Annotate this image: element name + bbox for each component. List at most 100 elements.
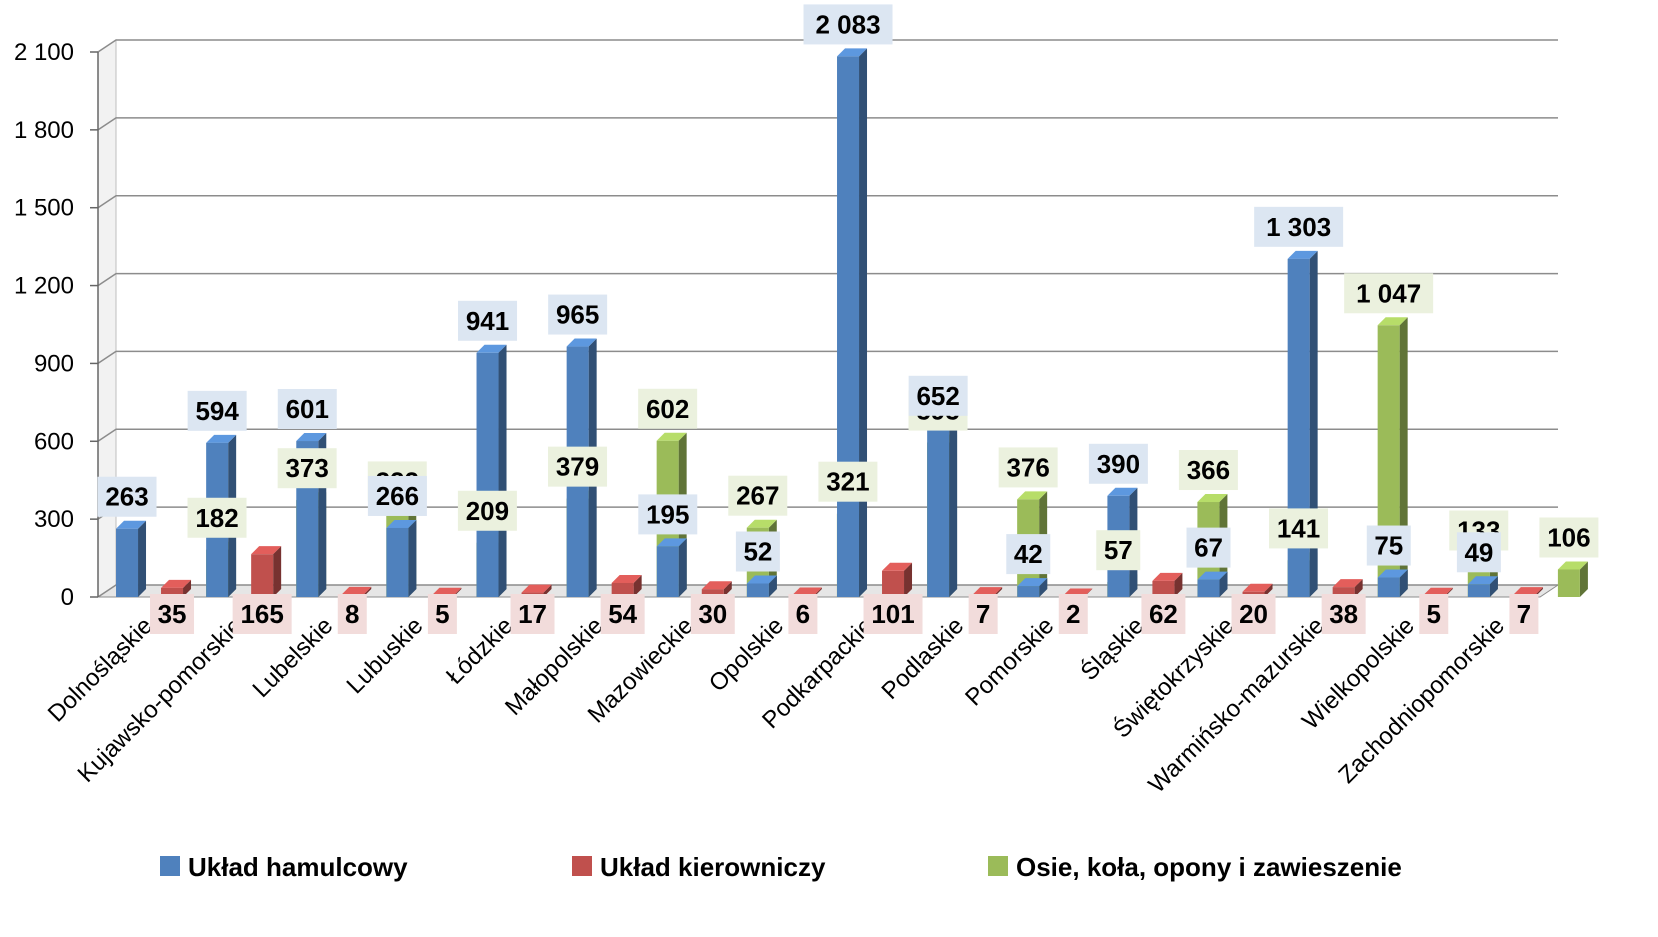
y-tick-label: 900	[34, 350, 74, 377]
data-label-bg	[1509, 594, 1539, 634]
data-label: 5	[435, 599, 449, 629]
data-label-bg	[1006, 534, 1051, 575]
data-label-bg	[968, 594, 998, 634]
data-label-bg	[735, 531, 780, 572]
bar	[476, 352, 499, 597]
bar-top	[296, 433, 327, 442]
bar	[927, 427, 950, 597]
data-label: 182	[195, 503, 238, 533]
bar-top	[701, 581, 732, 590]
y-tick-label: 1 500	[14, 195, 74, 222]
bar	[611, 582, 634, 597]
bar-side	[723, 581, 732, 597]
bar-top	[1287, 250, 1318, 259]
legend-label: Układ hamulcowy	[188, 852, 408, 882]
data-label-bg	[998, 447, 1058, 488]
data-label: 30	[698, 599, 727, 629]
data-label: 141	[1277, 513, 1320, 543]
data-label: 17	[518, 599, 547, 629]
data-label-bg	[337, 594, 367, 634]
data-label-bg	[427, 594, 457, 634]
y-tick-label: 1 800	[14, 117, 74, 144]
data-label: 2 083	[815, 9, 880, 39]
bar-top	[476, 344, 507, 353]
bar	[161, 587, 184, 597]
data-label: 67	[1194, 533, 1223, 563]
data-label: 390	[1097, 449, 1140, 479]
y-tick-label: 600	[34, 428, 74, 455]
bar-top	[341, 586, 372, 595]
data-label: 594	[195, 396, 239, 426]
bar-side	[859, 48, 868, 597]
data-label-bg	[1321, 594, 1366, 634]
data-label-bg	[548, 446, 608, 487]
bar-top	[116, 520, 147, 529]
data-label-bg	[1088, 443, 1148, 484]
bar-side	[633, 574, 642, 597]
bar	[746, 583, 769, 597]
data-label: 267	[736, 481, 779, 511]
bar-side	[678, 538, 687, 597]
data-label: 57	[1104, 535, 1133, 565]
x-tick-label: Kujawsko-pomorskie	[73, 612, 249, 788]
bar	[1467, 584, 1490, 597]
bar-side	[1174, 572, 1183, 597]
data-label-bg	[600, 594, 645, 634]
bar-top	[972, 587, 1003, 596]
y-tick-label: 2 100	[14, 39, 74, 66]
bar-top	[882, 562, 913, 571]
bar-top	[431, 587, 462, 596]
bar-top	[566, 338, 597, 347]
bar-top	[1197, 571, 1228, 580]
data-label-bg	[457, 490, 517, 531]
data-label-bg	[788, 594, 818, 634]
data-label-bg	[277, 389, 337, 430]
data-label-bg	[548, 294, 608, 335]
bar-top	[611, 574, 642, 583]
legend-label: Układ kierowniczy	[600, 852, 826, 882]
bar	[837, 56, 860, 597]
bar-top	[1152, 572, 1183, 581]
bar	[1557, 569, 1580, 597]
bar	[656, 546, 679, 597]
legend-label: Osie, koła, opony i zawieszenie	[1016, 852, 1402, 882]
data-label: 35	[158, 599, 187, 629]
data-label: 373	[285, 453, 328, 483]
data-label: 601	[286, 394, 329, 424]
legend-swatch	[160, 856, 180, 876]
bar	[1197, 579, 1220, 597]
gridline	[97, 39, 1558, 53]
data-label: 8	[345, 599, 359, 629]
data-label: 20	[1239, 599, 1268, 629]
data-label-bg	[818, 461, 878, 502]
bar-side	[543, 584, 552, 597]
data-label: 75	[1374, 531, 1403, 561]
data-label-bg	[1058, 594, 1088, 634]
bar-side	[183, 579, 192, 597]
data-label-bg	[690, 594, 735, 634]
bar-top	[251, 546, 282, 555]
bar	[882, 570, 905, 597]
data-label-bg	[803, 4, 893, 45]
bar-top	[1377, 317, 1408, 326]
x-tick-label: Zachodniopomorskie	[1333, 612, 1510, 789]
data-label-bg	[232, 594, 292, 634]
bar	[1377, 577, 1400, 597]
data-label-bg	[1254, 206, 1344, 247]
gridline	[97, 194, 1558, 209]
data-label: 38	[1329, 599, 1358, 629]
data-label-bg	[510, 594, 555, 634]
bar-top	[206, 434, 237, 443]
data-label-bg	[638, 388, 698, 429]
data-label: 165	[240, 599, 283, 629]
data-label: 106	[1547, 522, 1590, 552]
bar-side	[1264, 583, 1273, 597]
data-label-bg	[187, 497, 247, 538]
data-label-bg	[1539, 517, 1599, 558]
bar	[1332, 587, 1355, 597]
data-label-bg	[1096, 530, 1141, 571]
bar-top	[1242, 583, 1273, 592]
bar-top	[386, 519, 417, 528]
